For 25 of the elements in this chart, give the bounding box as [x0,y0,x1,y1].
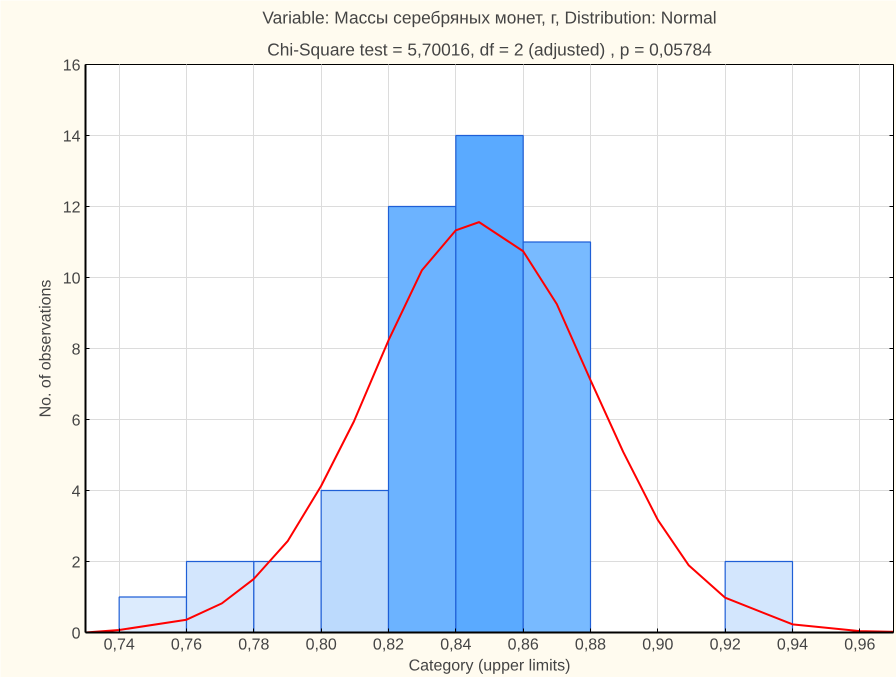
x-tick-label: 0,86 [508,636,539,654]
y-tick-label: 6 [72,412,81,430]
x-tick-label: 0,90 [642,636,674,654]
y-axis-title: No. of observations [38,280,55,418]
y-tick-label: 0 [72,626,81,642]
x-tick-label: 0,74 [104,636,135,654]
y-tick-label: 14 [62,128,81,146]
x-tick-label: 0,94 [776,636,808,654]
chart-title: Variable: Массы серебряных монет, г, Distribution: Normal [262,8,717,28]
y-tick-label: 8 [72,342,81,358]
x-axis-title: Category (upper limits) [408,658,570,674]
x-tick-label: 0,84 [440,636,472,654]
x-tick-label: 0,76 [170,636,202,654]
chart-subtitle: Chi-Square test = 5,70016, df = 2 (adjusted) , p = 0,05784 [267,40,712,60]
x-tick-label: 0,92 [710,636,741,654]
y-tick-label: 2 [72,554,81,572]
x-tick-label: 0,78 [238,636,270,654]
y-tick-label: 12 [62,200,81,216]
x-tick-label: 0,82 [372,636,404,654]
y-tick-label: 16 [62,58,81,74]
x-tick-label: 0,88 [574,636,606,654]
x-tick-label: 0,80 [306,636,337,654]
y-tick-label: 4 [72,484,81,500]
y-tick-label: 10 [62,270,81,288]
x-tick-label: 0,96 [844,636,876,654]
